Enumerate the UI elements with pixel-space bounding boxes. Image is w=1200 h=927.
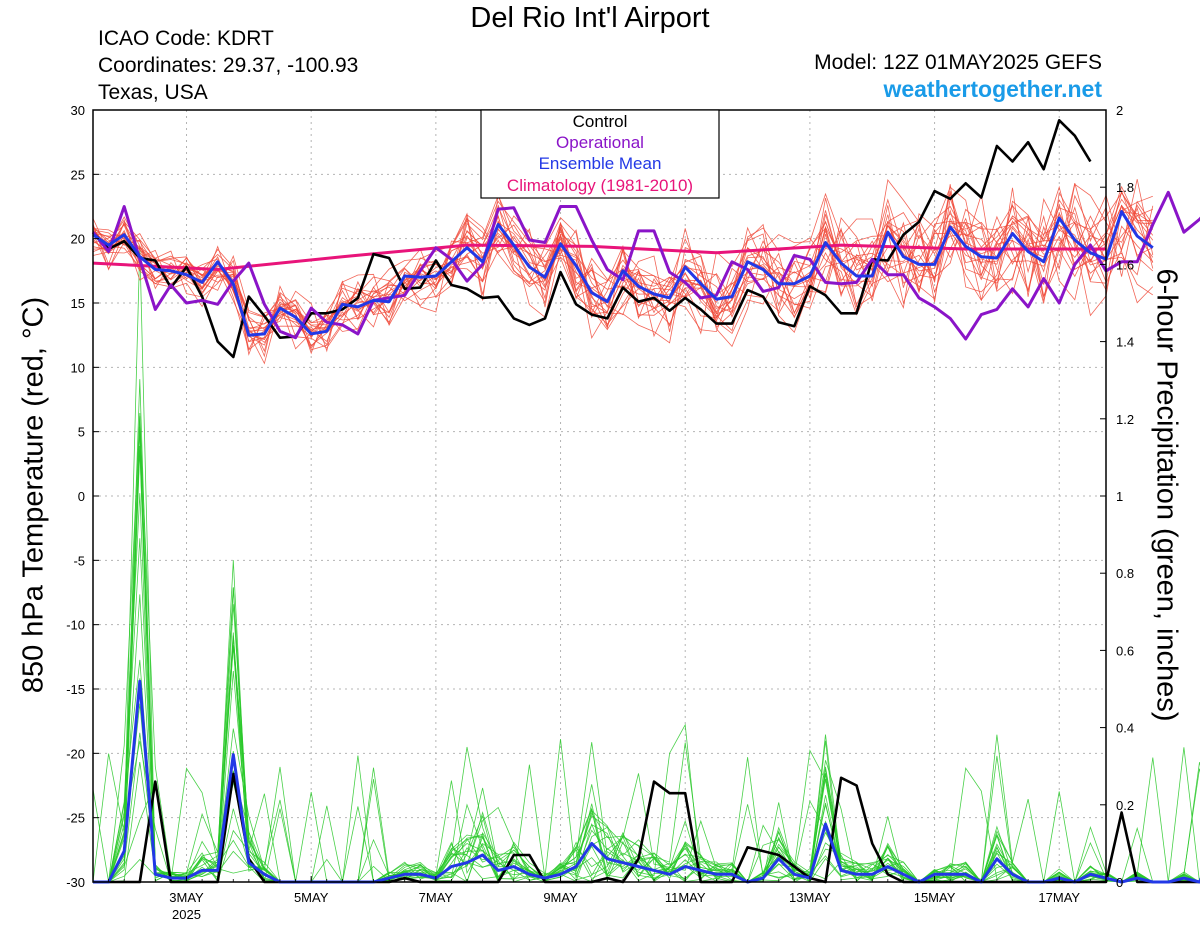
x-tick-label: 13MAY xyxy=(789,890,831,905)
y-tick-label: 0 xyxy=(78,489,85,504)
precipitation-member-line xyxy=(93,416,1200,883)
y-tick-label: 30 xyxy=(71,103,85,118)
y2-tick-label: 1.2 xyxy=(1116,412,1134,427)
y-tick-label: -20 xyxy=(66,746,85,761)
y2-tick-label: 1.8 xyxy=(1116,180,1134,195)
y-tick-label: -25 xyxy=(66,811,85,826)
y2-tick-label: 1.4 xyxy=(1116,335,1134,350)
y2-tick-label: 1.6 xyxy=(1116,257,1134,272)
legend-entry-ensemble-mean: Ensemble Mean xyxy=(539,154,662,173)
axes-layer: 302520151050-5-10-15-20-25-3021.81.61.41… xyxy=(66,103,1134,922)
chart-title: Del Rio Int'l Airport xyxy=(470,2,710,34)
x-tick-label: 9MAY xyxy=(543,890,578,905)
precipitation-member-line xyxy=(93,587,1200,883)
legend: Control Operational Ensemble Mean Climat… xyxy=(480,109,720,199)
y-tick-label: 20 xyxy=(71,232,85,247)
precipitation-member-line xyxy=(93,587,1200,883)
operational-temperature-line xyxy=(91,190,1200,341)
control-temperature-line xyxy=(92,119,1092,359)
model-run: Model: 12Z 01MAY2025 GEFS xyxy=(814,51,1102,74)
y-tick-label: 10 xyxy=(71,360,85,375)
x-tick-label: 7MAY xyxy=(419,890,454,905)
y-tick-label: 15 xyxy=(71,296,85,311)
precipitation-member-line xyxy=(93,379,1200,883)
y-tick-label: 5 xyxy=(78,425,85,440)
x-tick-label: 15MAY xyxy=(914,890,956,905)
y2-tick-label: 2 xyxy=(1116,103,1123,118)
x-tick-label: 3MAY xyxy=(169,890,204,905)
climatology-line xyxy=(92,243,1106,272)
y2-tick-label: 1 xyxy=(1116,489,1123,504)
legend-box xyxy=(480,109,720,199)
x-tick-label: 17MAY xyxy=(1038,890,1080,905)
x-tick-year: 2025 xyxy=(172,907,201,922)
precipitation-member-line xyxy=(93,689,1200,883)
y2-tick-label: 0.4 xyxy=(1116,721,1134,736)
y2-tick-label: 0 xyxy=(1116,875,1123,890)
legend-entry-operational: Operational xyxy=(556,133,644,152)
legend-entry-climatology: Climatology (1981-2010) xyxy=(507,176,693,195)
y-tick-label: -15 xyxy=(66,682,85,697)
icao-code: ICAO Code: KDRT xyxy=(98,27,274,50)
ensemble-mean-temperature-line xyxy=(92,210,1154,337)
temperature-member-line xyxy=(92,204,1153,338)
coordinates: Coordinates: 29.37, -100.93 xyxy=(98,54,359,77)
x-tick-label: 5MAY xyxy=(294,890,329,905)
y2-tick-label: 0.6 xyxy=(1116,643,1134,658)
y2-tick-label: 0.8 xyxy=(1116,566,1134,581)
y-tick-label: -5 xyxy=(73,553,85,568)
y2-tick-label: 0.2 xyxy=(1116,798,1134,813)
precipitation-member-line xyxy=(92,594,1200,883)
region: Texas, USA xyxy=(98,81,208,104)
grid-layer xyxy=(93,110,1106,882)
temperature-member-line xyxy=(92,185,1154,340)
y-tick-label: 25 xyxy=(71,167,85,182)
website-link[interactable]: weathertogether.net xyxy=(883,76,1102,102)
legend-entry-control: Control xyxy=(573,112,628,131)
precipitation-member-line xyxy=(92,646,1200,883)
y-tick-label: -10 xyxy=(66,618,85,633)
x-tick-label: 11MAY xyxy=(665,890,706,905)
y-tick-label: -30 xyxy=(66,875,85,890)
